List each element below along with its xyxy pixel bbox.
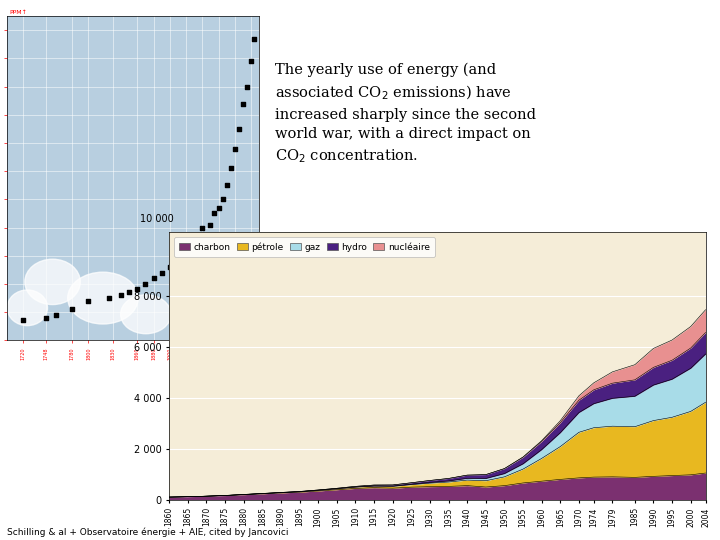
Ellipse shape: [121, 295, 171, 334]
Text: 10 000: 10 000: [140, 214, 174, 224]
Point: [156, 268, 168, 277]
Legend: charbon, pétrole, gaz, hydro, nucléaire: charbon, pétrole, gaz, hydro, nucléaire: [174, 237, 435, 257]
Point: [221, 181, 233, 190]
Point: [140, 280, 151, 288]
Point: [132, 285, 143, 294]
Text: Schilling & al + Observatoire énergie + AIE, cited by Jancovici: Schilling & al + Observatoire énergie + …: [7, 528, 289, 537]
Point: [233, 125, 245, 133]
Point: [209, 209, 220, 218]
Point: [197, 223, 208, 232]
Point: [66, 305, 78, 314]
Point: [50, 310, 62, 319]
Point: [123, 288, 135, 296]
Point: [103, 294, 114, 302]
Point: [229, 144, 240, 153]
Ellipse shape: [7, 290, 48, 326]
Point: [18, 316, 30, 325]
Text: PPM↑: PPM↑: [10, 10, 27, 15]
Point: [204, 220, 216, 229]
Point: [172, 254, 184, 263]
Point: [248, 35, 260, 43]
Point: [237, 99, 248, 108]
Point: [40, 313, 52, 322]
Point: [241, 82, 253, 91]
Point: [225, 164, 236, 173]
Ellipse shape: [24, 259, 81, 305]
Point: [164, 262, 176, 271]
Point: [213, 204, 225, 212]
Point: [217, 195, 228, 204]
Point: [189, 232, 200, 240]
Point: [148, 274, 159, 282]
Text: The yearly use of energy (and
associated CO$_2$ emissions) have
increased sharpl: The yearly use of energy (and associated…: [275, 63, 536, 165]
Point: [246, 57, 257, 65]
Point: [115, 291, 127, 300]
Point: [83, 296, 94, 305]
Ellipse shape: [68, 272, 138, 324]
Point: [180, 243, 192, 252]
